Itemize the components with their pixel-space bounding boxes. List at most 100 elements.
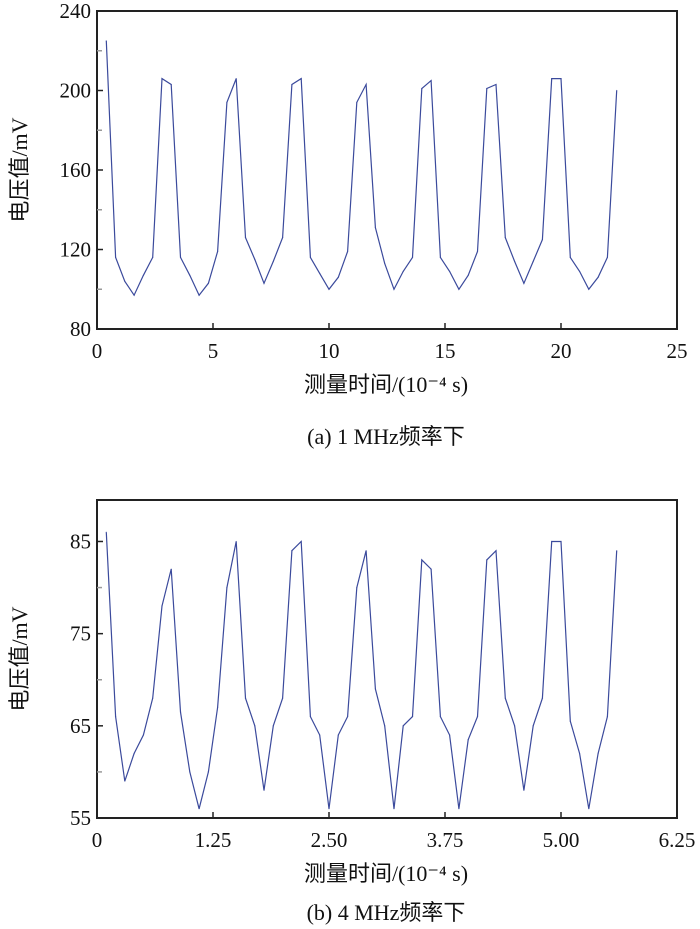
data-point: [430, 568, 432, 570]
y-tick-label: 120: [60, 238, 92, 262]
data-point: [402, 725, 404, 727]
data-point: [495, 550, 497, 552]
plot-frame: [96, 499, 678, 819]
data-point: [272, 725, 274, 727]
subplot-b-ylabel: 电压值/mV: [7, 606, 32, 711]
data-point: [588, 288, 590, 290]
data-point: [467, 739, 469, 741]
series-line: [105, 532, 618, 809]
data-point: [179, 711, 182, 713]
data-point: [458, 288, 460, 290]
x-tick-label: 5: [208, 339, 219, 363]
data-point: [569, 720, 571, 722]
data-point: [272, 260, 274, 263]
data-point: [254, 258, 256, 261]
data-point: [244, 236, 247, 239]
x-tick-label: 10: [319, 339, 340, 363]
data-point: [532, 725, 534, 727]
plot-frame: [96, 10, 678, 330]
data-point: [133, 752, 135, 755]
y-tick-label: 75: [70, 622, 91, 646]
data-point: [384, 262, 386, 265]
data-point: [319, 734, 321, 736]
data-point: [578, 270, 581, 272]
data-point: [356, 586, 358, 589]
data-point: [282, 236, 284, 239]
x-tick-label: 2.50: [311, 828, 348, 852]
x-tick-label: 1.25: [195, 828, 232, 852]
data-point: [476, 716, 479, 718]
subplot-a-xlabel: 测量时间/(10⁻⁴ s): [304, 372, 468, 397]
data-point: [523, 282, 525, 284]
data-point: [616, 89, 618, 92]
data-point: [402, 270, 404, 272]
data-point: [384, 725, 386, 727]
data-point: [142, 734, 144, 736]
data-point: [207, 282, 209, 284]
data-point: [105, 40, 107, 42]
data-point: [189, 274, 191, 276]
data-point: [476, 250, 479, 253]
data-point: [514, 725, 516, 727]
data-point: [495, 83, 497, 86]
data-point: [152, 256, 154, 259]
data-point: [449, 734, 451, 736]
data-point: [114, 716, 117, 718]
data-point: [133, 294, 135, 296]
data-point: [337, 276, 339, 278]
data-point: [226, 586, 228, 589]
data-point: [170, 83, 172, 86]
data-point: [606, 716, 609, 718]
x-tick-label: 15: [435, 339, 456, 363]
data-point: [374, 227, 376, 229]
data-point: [393, 288, 395, 290]
data-point: [198, 808, 200, 810]
subplot-b: 电压值/mV 测量时间/(10⁻⁴ s) (b) 4 MHz频率下 55 65 75…: [7, 499, 695, 925]
data-point: [569, 256, 571, 259]
data-point: [291, 83, 293, 86]
data-point: [282, 697, 284, 699]
data-point: [504, 697, 506, 699]
data-point: [504, 236, 506, 239]
data-point: [319, 272, 321, 274]
data-point: [560, 77, 562, 80]
x-tick-label: 0: [92, 828, 103, 852]
x-tick-label: 5.00: [543, 828, 580, 852]
data-point: [439, 716, 441, 718]
data-point: [541, 697, 544, 699]
data-point: [616, 550, 618, 552]
data-point: [356, 101, 358, 104]
x-tick-label: 3.75: [427, 828, 464, 852]
subplot-b-xlabel: 测量时间/(10⁻⁴ s): [304, 861, 468, 886]
data-point: [244, 697, 247, 699]
y-tick-label: 160: [60, 158, 92, 182]
data-point: [124, 280, 126, 282]
y-tick-label: 55: [70, 806, 91, 830]
data-point: [226, 101, 228, 104]
data-point: [207, 771, 209, 773]
data-point: [458, 808, 460, 810]
data-point: [161, 77, 163, 80]
data-point: [421, 87, 423, 90]
x-tick-label: 0: [92, 339, 103, 363]
data-point: [551, 540, 553, 543]
data-point: [365, 83, 367, 86]
data-point: [346, 250, 349, 253]
y-tick-label: 85: [70, 529, 91, 553]
data-point: [235, 77, 237, 80]
data-point: [300, 540, 302, 543]
data-point: [328, 288, 330, 290]
data-point: [374, 688, 376, 690]
y-tick-label: 65: [70, 714, 91, 738]
data-point: [411, 256, 414, 259]
data-point: [411, 716, 414, 718]
y-tick-label: 80: [70, 317, 91, 341]
data-point: [346, 716, 349, 718]
data-point: [393, 808, 395, 810]
data-point: [309, 256, 312, 259]
y-tick-label: 200: [60, 79, 92, 103]
data-point: [114, 256, 117, 259]
data-point: [124, 780, 126, 782]
data-point: [486, 559, 488, 561]
